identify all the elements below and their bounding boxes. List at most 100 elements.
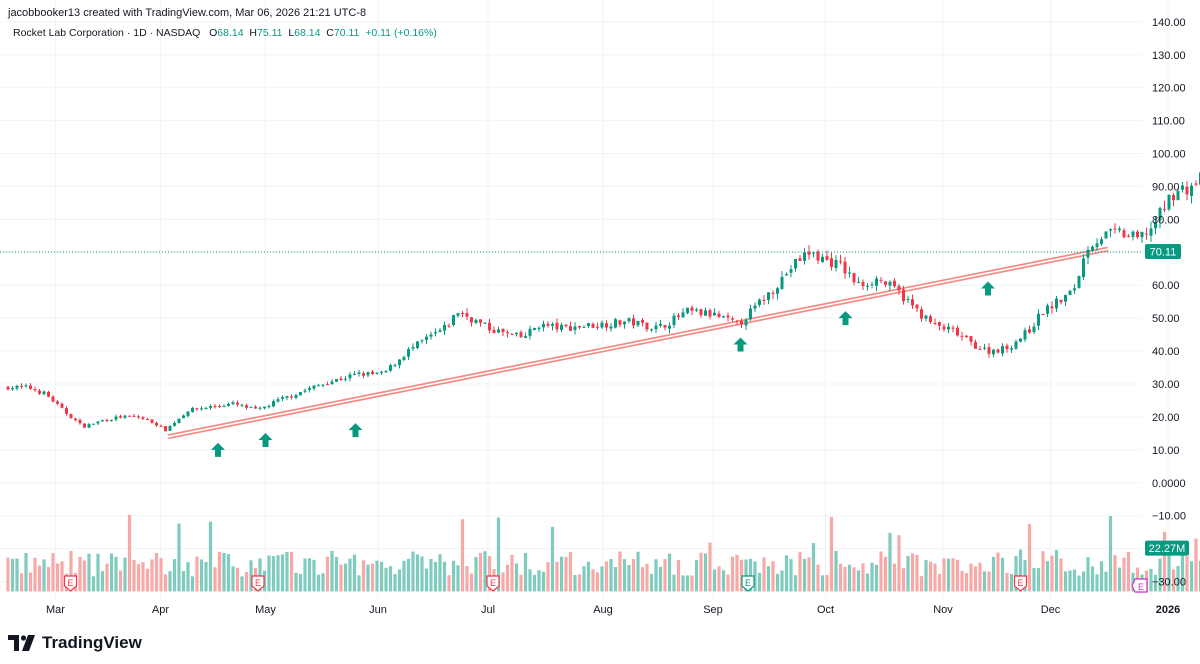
candle-body[interactable] bbox=[110, 419, 113, 421]
candle-body[interactable] bbox=[857, 282, 860, 284]
candle-body[interactable] bbox=[456, 313, 460, 316]
candle-body[interactable] bbox=[906, 298, 910, 300]
candle-body[interactable] bbox=[1091, 246, 1094, 251]
candle-body[interactable] bbox=[668, 325, 671, 329]
candle-body[interactable] bbox=[434, 332, 437, 334]
candle-body[interactable] bbox=[524, 336, 527, 338]
candle-body[interactable] bbox=[447, 325, 451, 327]
candle-body[interactable] bbox=[632, 318, 635, 326]
candle-body[interactable] bbox=[1113, 228, 1117, 230]
candle-body[interactable] bbox=[1086, 249, 1090, 258]
candle-body[interactable] bbox=[249, 406, 253, 408]
candle-body[interactable] bbox=[591, 323, 595, 328]
candle-body[interactable] bbox=[164, 426, 167, 432]
candle-body[interactable] bbox=[474, 319, 478, 324]
candle-body[interactable] bbox=[402, 357, 406, 361]
candle-body[interactable] bbox=[51, 396, 55, 402]
candle-body[interactable] bbox=[794, 259, 797, 269]
candle-body[interactable] bbox=[1001, 346, 1004, 354]
earnings-marker[interactable]: E bbox=[486, 575, 500, 592]
candle-body[interactable] bbox=[537, 327, 541, 329]
candle-body[interactable] bbox=[1194, 183, 1198, 185]
candle-body[interactable] bbox=[1100, 239, 1103, 245]
price-tick-label[interactable]: 80.00 bbox=[1152, 214, 1180, 226]
candle-body[interactable] bbox=[695, 309, 698, 311]
candle-body[interactable] bbox=[542, 323, 545, 328]
candle-body[interactable] bbox=[407, 349, 410, 357]
price-tick-label[interactable]: 50.00 bbox=[1152, 313, 1180, 325]
price-tick-label[interactable]: 140.00 bbox=[1152, 17, 1186, 29]
candle-body[interactable] bbox=[519, 332, 523, 338]
candle-body[interactable] bbox=[1019, 338, 1022, 342]
candle-body[interactable] bbox=[1041, 314, 1045, 316]
candle-body[interactable] bbox=[344, 378, 347, 380]
earnings-marker[interactable]: E bbox=[251, 575, 265, 592]
candle-body[interactable] bbox=[1176, 191, 1180, 201]
trendline[interactable] bbox=[167, 246, 1109, 440]
candle-body[interactable] bbox=[470, 317, 473, 323]
candle-body[interactable] bbox=[1014, 341, 1018, 349]
candle-body[interactable] bbox=[146, 419, 149, 421]
candle-body[interactable] bbox=[978, 348, 982, 350]
candle-body[interactable] bbox=[690, 307, 694, 311]
candle-body[interactable] bbox=[681, 312, 685, 318]
candle-body[interactable] bbox=[1032, 326, 1036, 333]
candle-body[interactable] bbox=[1104, 231, 1108, 239]
candle-body[interactable] bbox=[897, 285, 901, 291]
candle-body[interactable] bbox=[1046, 305, 1049, 314]
candle-body[interactable] bbox=[375, 373, 379, 375]
candle-body[interactable] bbox=[128, 415, 131, 417]
candle-body[interactable] bbox=[510, 333, 514, 335]
candle-body[interactable] bbox=[200, 408, 203, 410]
candle-body[interactable] bbox=[960, 335, 964, 337]
candle-body[interactable] bbox=[339, 378, 343, 380]
candle-body[interactable] bbox=[209, 406, 212, 408]
candle-body[interactable] bbox=[515, 332, 518, 335]
candle-body[interactable] bbox=[1122, 230, 1126, 238]
candle-body[interactable] bbox=[821, 256, 824, 263]
candle-body[interactable] bbox=[753, 305, 757, 309]
time-tick-label[interactable]: Jun bbox=[369, 604, 387, 616]
candle-body[interactable] bbox=[1023, 330, 1027, 340]
candle-body[interactable] bbox=[528, 328, 532, 336]
candle-body[interactable] bbox=[312, 385, 316, 389]
candle-body[interactable] bbox=[650, 329, 653, 331]
candle-body[interactable] bbox=[497, 329, 500, 333]
candle-body[interactable] bbox=[65, 407, 68, 414]
candle-body[interactable] bbox=[240, 404, 244, 406]
candle-body[interactable] bbox=[479, 319, 482, 323]
candle-body[interactable] bbox=[1010, 348, 1013, 350]
candle-body[interactable] bbox=[929, 316, 932, 323]
candle-body[interactable] bbox=[105, 419, 109, 421]
candle-body[interactable] bbox=[173, 422, 176, 426]
candle-body[interactable] bbox=[636, 320, 640, 326]
candle-body[interactable] bbox=[704, 310, 707, 316]
candle-body[interactable] bbox=[798, 258, 802, 261]
candle-body[interactable] bbox=[731, 318, 734, 320]
candle-body[interactable] bbox=[15, 385, 19, 389]
candle-body[interactable] bbox=[924, 315, 928, 319]
candle-body[interactable] bbox=[1167, 194, 1171, 210]
candle-body[interactable] bbox=[420, 340, 424, 342]
time-tick-label[interactable]: Aug bbox=[593, 604, 613, 616]
candle-body[interactable] bbox=[879, 279, 883, 281]
candle-body[interactable] bbox=[915, 304, 919, 309]
candle-body[interactable] bbox=[875, 278, 878, 286]
price-tick-label[interactable]: 20.00 bbox=[1152, 412, 1180, 424]
candle-body[interactable] bbox=[42, 391, 46, 395]
candle-body[interactable] bbox=[623, 321, 626, 325]
candle-body[interactable] bbox=[1109, 229, 1112, 231]
candle-body[interactable] bbox=[834, 259, 838, 268]
candle-body[interactable] bbox=[380, 371, 383, 373]
candle-body[interactable] bbox=[182, 415, 185, 419]
candle-body[interactable] bbox=[92, 423, 95, 425]
candle-body[interactable] bbox=[848, 272, 851, 274]
candle-body[interactable] bbox=[992, 349, 995, 355]
candle-body[interactable] bbox=[429, 334, 433, 337]
candle-body[interactable] bbox=[1172, 195, 1175, 201]
candle-body[interactable] bbox=[735, 320, 739, 322]
price-tick-label[interactable]: 130.00 bbox=[1152, 50, 1186, 62]
price-tick-label[interactable]: 90.00 bbox=[1152, 181, 1180, 193]
candle-body[interactable] bbox=[812, 252, 815, 254]
candle-body[interactable] bbox=[362, 373, 365, 376]
